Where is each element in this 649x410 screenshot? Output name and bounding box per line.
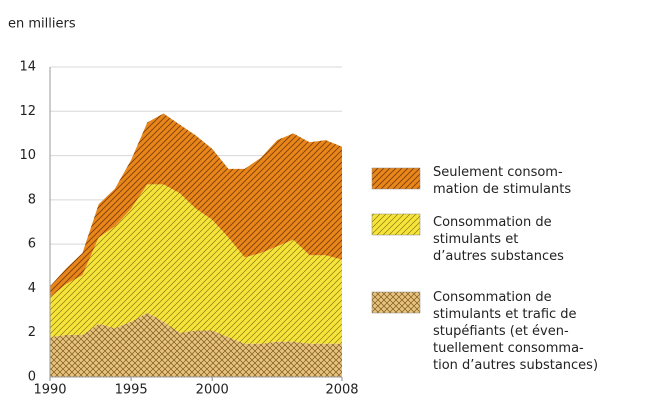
y-tick-label: 0 — [28, 370, 36, 385]
area — [50, 312, 342, 377]
area — [50, 184, 342, 344]
x-tick-label: 1990 — [33, 383, 66, 398]
x-tick-label: 1995 — [115, 383, 148, 398]
y-tick-label: 2 — [28, 325, 36, 340]
legend-swatch — [371, 291, 421, 314]
y-tick-label: 4 — [28, 281, 36, 296]
y-tick-label: 14 — [19, 60, 36, 75]
y-tick-label: 8 — [28, 192, 36, 207]
legend-swatch — [371, 213, 421, 236]
y-tick-label: 10 — [19, 148, 36, 163]
x-tick-label: 2000 — [196, 383, 229, 398]
x-tick-label: 2008 — [325, 383, 358, 398]
y-axis-label: en milliers — [8, 17, 76, 32]
area — [50, 113, 342, 298]
legend-label: Seulement consom- mation de stimulants — [433, 165, 572, 197]
legend-label: Consommation de stimulants et d’autres s… — [433, 215, 564, 264]
legend-label: Consommation de stimulants et trafic de … — [433, 290, 599, 373]
y-tick-label: 6 — [28, 237, 36, 252]
legend-swatch — [371, 167, 421, 190]
y-tick-label: 12 — [19, 104, 36, 119]
